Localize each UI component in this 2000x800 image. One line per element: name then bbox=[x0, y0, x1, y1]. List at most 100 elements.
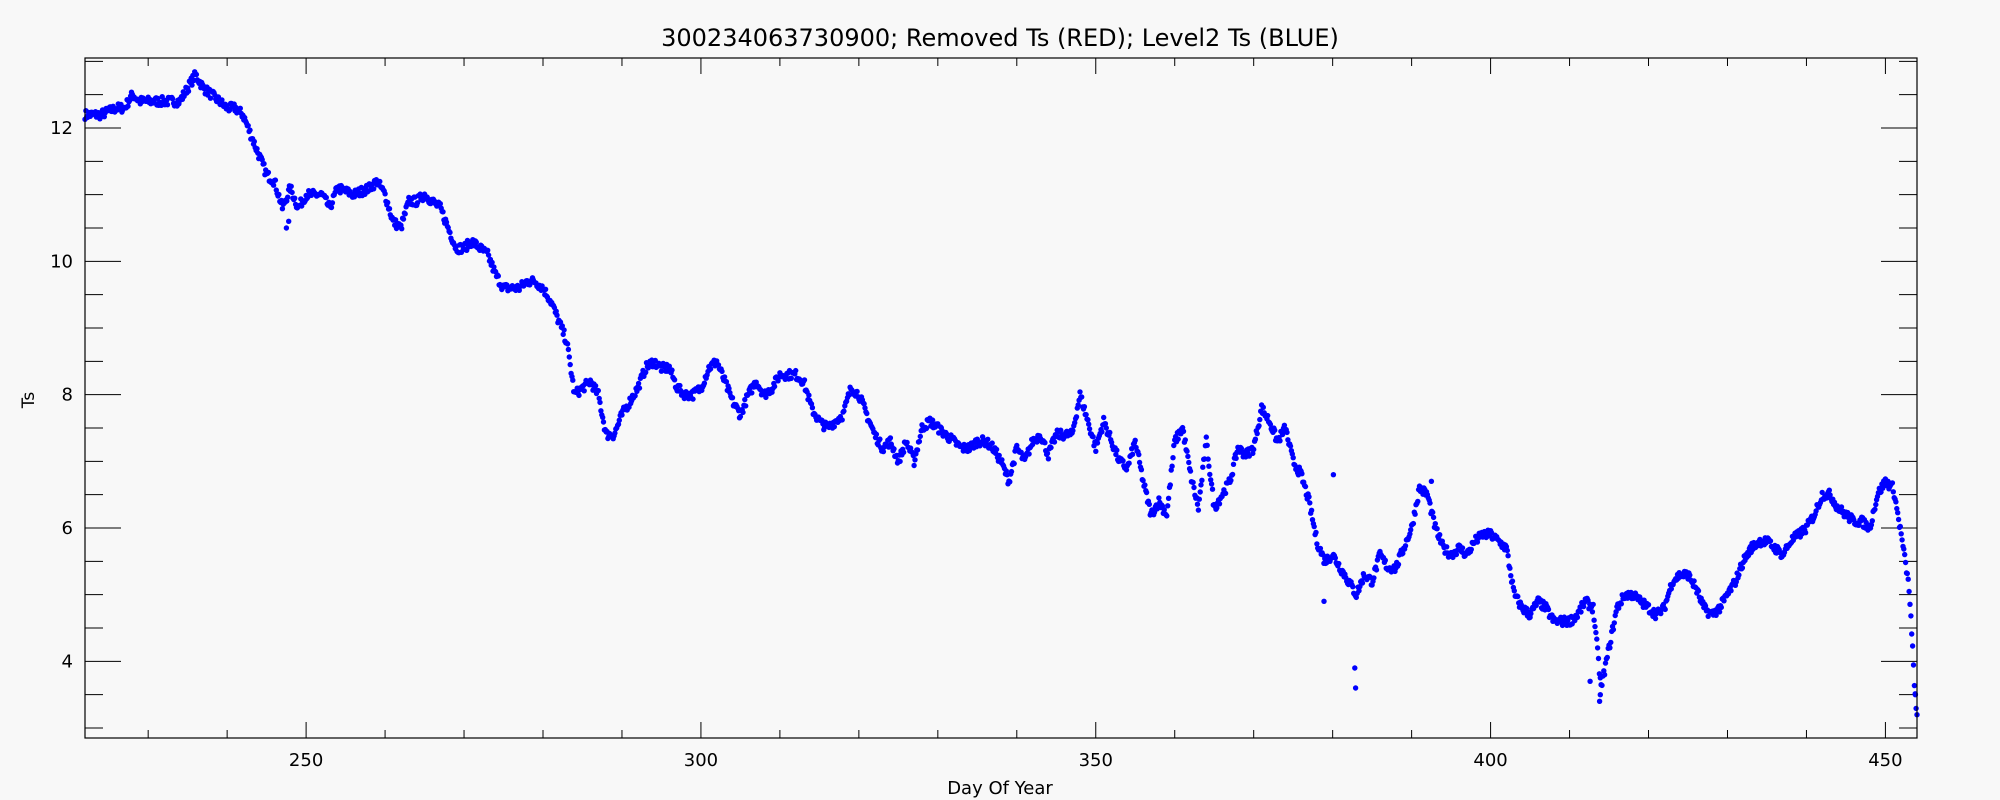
data-point bbox=[831, 424, 837, 430]
data-point bbox=[1408, 527, 1414, 533]
data-point bbox=[801, 377, 808, 383]
data-point bbox=[1132, 437, 1138, 443]
data-point bbox=[1229, 471, 1236, 478]
data-point bbox=[1171, 442, 1177, 449]
data-point bbox=[1285, 437, 1291, 443]
data-point bbox=[1611, 620, 1618, 626]
data-point bbox=[1197, 489, 1203, 495]
data-point bbox=[1736, 572, 1742, 578]
data-point bbox=[386, 206, 393, 212]
data-point bbox=[887, 435, 894, 441]
data-point bbox=[1410, 520, 1417, 527]
data-point bbox=[701, 380, 708, 386]
data-point bbox=[576, 392, 582, 399]
data-point bbox=[559, 323, 565, 329]
data-point bbox=[1306, 494, 1312, 500]
data-point bbox=[542, 286, 549, 292]
y-tick-label: 8 bbox=[62, 385, 73, 406]
data-point bbox=[737, 413, 744, 420]
data-point bbox=[677, 382, 683, 389]
data-point bbox=[1314, 541, 1320, 547]
data-point bbox=[1044, 450, 1051, 457]
data-point bbox=[1437, 532, 1443, 538]
data-point bbox=[561, 327, 567, 333]
data-point bbox=[1167, 482, 1174, 488]
data-point bbox=[1332, 555, 1339, 561]
data-point bbox=[914, 447, 921, 453]
data-point bbox=[1265, 412, 1271, 419]
data-point bbox=[1126, 460, 1132, 466]
data-point bbox=[1545, 606, 1552, 613]
data-point bbox=[1256, 423, 1262, 429]
data-point bbox=[721, 374, 728, 380]
data-point bbox=[636, 385, 643, 391]
data-point bbox=[193, 71, 200, 78]
data-point bbox=[1086, 426, 1093, 432]
data-point bbox=[742, 396, 748, 403]
data-point bbox=[616, 417, 622, 423]
data-point bbox=[1508, 573, 1514, 579]
data-point bbox=[382, 191, 388, 197]
data-point bbox=[1906, 588, 1912, 595]
x-tick-label: 250 bbox=[289, 750, 323, 771]
data-point bbox=[1890, 489, 1897, 495]
data-point bbox=[1007, 479, 1013, 485]
data-point bbox=[1873, 501, 1879, 508]
data-point bbox=[1767, 538, 1774, 544]
data-point bbox=[1607, 645, 1613, 651]
data-point bbox=[839, 417, 845, 423]
data-point bbox=[1070, 427, 1076, 434]
data-point bbox=[1048, 444, 1054, 451]
data-point bbox=[916, 438, 923, 445]
data-point bbox=[1813, 508, 1819, 514]
data-point bbox=[707, 366, 714, 372]
data-point bbox=[1459, 545, 1466, 551]
data-point bbox=[993, 446, 1000, 453]
data-point bbox=[763, 394, 769, 401]
data-point bbox=[1373, 567, 1380, 573]
data-point bbox=[1198, 482, 1204, 488]
data-point bbox=[1026, 451, 1032, 457]
axis-ticks bbox=[85, 58, 1917, 738]
data-point bbox=[1336, 560, 1342, 567]
data-point bbox=[1894, 505, 1900, 512]
data-point bbox=[1058, 427, 1064, 433]
data-point bbox=[1911, 682, 1918, 689]
data-point bbox=[1267, 421, 1274, 428]
data-point bbox=[1175, 436, 1181, 442]
data-point bbox=[1184, 448, 1190, 454]
data-point bbox=[1515, 593, 1521, 600]
data-point bbox=[285, 194, 291, 200]
data-point bbox=[289, 189, 295, 196]
data-point bbox=[1610, 626, 1617, 633]
data-point bbox=[1042, 440, 1048, 446]
data-point bbox=[443, 219, 450, 225]
data-point bbox=[1427, 500, 1433, 506]
data-point bbox=[489, 259, 495, 266]
data-point bbox=[570, 377, 576, 383]
data-point bbox=[985, 436, 991, 442]
data-point bbox=[669, 367, 675, 373]
data-point bbox=[1129, 446, 1135, 452]
data-point bbox=[1257, 416, 1263, 423]
data-point bbox=[1432, 521, 1439, 527]
data-point bbox=[1872, 506, 1878, 513]
data-point bbox=[1086, 421, 1092, 427]
data-point bbox=[1094, 440, 1101, 446]
data-point bbox=[207, 95, 214, 101]
data-point bbox=[566, 354, 572, 360]
data-point bbox=[1099, 429, 1105, 435]
data-point bbox=[864, 410, 870, 417]
data-point bbox=[1652, 615, 1659, 622]
data-point bbox=[437, 201, 443, 207]
data-point bbox=[1523, 605, 1530, 611]
data-point bbox=[1272, 427, 1278, 433]
data-point bbox=[749, 390, 755, 396]
data-point bbox=[1330, 472, 1337, 478]
data-point bbox=[1662, 606, 1668, 613]
data-point bbox=[516, 287, 522, 293]
data-point bbox=[740, 409, 746, 416]
data-point bbox=[1085, 417, 1091, 423]
data-point bbox=[553, 308, 559, 314]
